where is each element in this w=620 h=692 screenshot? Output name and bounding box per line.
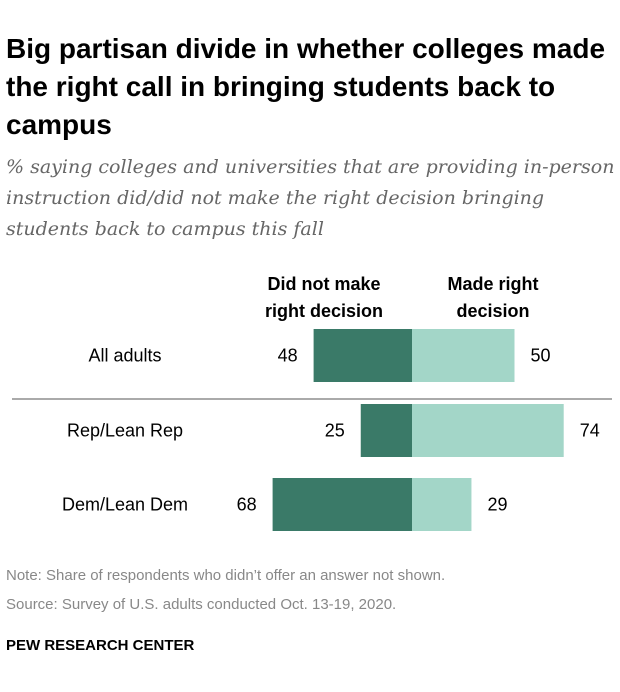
bar-not-right <box>360 404 412 457</box>
bar-right <box>412 478 472 531</box>
chart-title: Big partisan divide in whether colleges … <box>6 33 606 140</box>
legend-label-1-0: Made right <box>447 274 538 294</box>
category-label: Rep/Lean Rep <box>67 421 183 441</box>
chart-source: Source: Survey of U.S. adults conducted … <box>6 596 397 613</box>
bar-not-right <box>272 478 412 531</box>
category-label: Dem/Lean Dem <box>62 495 188 515</box>
chart-subtitle: % saying colleges and universities that … <box>6 156 615 240</box>
legend-label-1-1: decision <box>456 301 529 321</box>
data-label: 68 <box>237 495 257 515</box>
bar-right <box>412 404 564 457</box>
data-label: 74 <box>580 421 600 441</box>
brand-logo-text: PEW RESEARCH CENTER <box>6 637 195 654</box>
data-label: 48 <box>278 346 298 366</box>
legend-label-0-1: right decision <box>265 301 383 321</box>
data-label: 29 <box>487 495 507 515</box>
bar-chart: Did not make right decision Made right deci… <box>12 274 612 531</box>
data-label: 25 <box>325 421 345 441</box>
chart-note: Note: Share of respondents who didn’t of… <box>6 567 446 584</box>
data-label: 50 <box>531 346 551 366</box>
bars: All adults 48 50 Rep/Lean Rep 25 74 Dem/Lean D… <box>12 329 612 531</box>
legend: Did not make right decision Made right deci… <box>265 274 539 321</box>
legend-label-0-0: Did not make <box>267 274 380 294</box>
category-label: All adults <box>88 346 161 366</box>
bar-not-right <box>313 329 412 382</box>
bar-right <box>412 329 515 382</box>
